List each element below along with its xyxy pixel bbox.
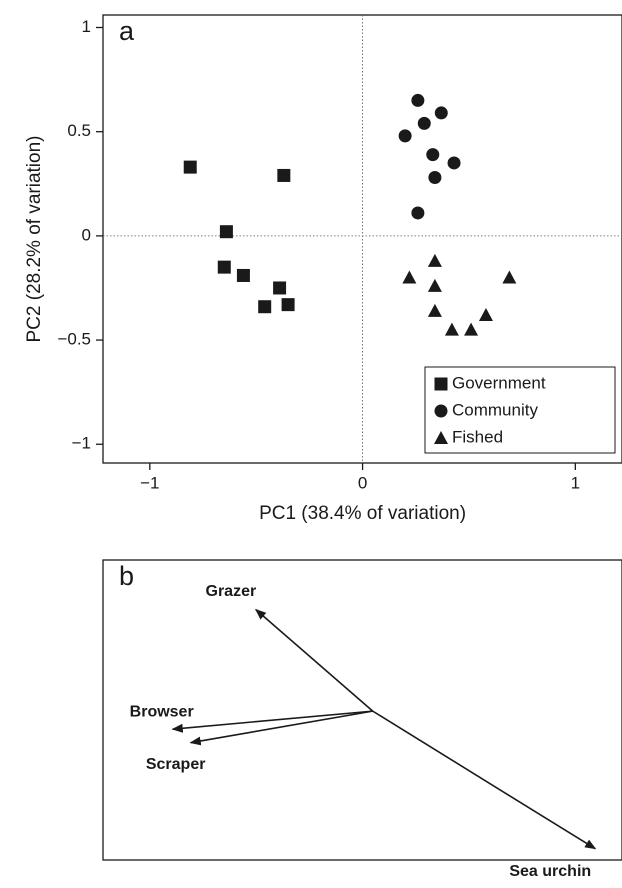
point bbox=[183, 160, 197, 174]
point bbox=[427, 278, 442, 292]
y-tick-label: 0 bbox=[82, 225, 91, 244]
legend-label: Community bbox=[452, 400, 538, 419]
point bbox=[447, 156, 461, 170]
loading-arrow bbox=[171, 710, 373, 733]
point bbox=[236, 268, 250, 282]
legend-swatch bbox=[434, 404, 448, 418]
loading-label: Sea urchin bbox=[509, 863, 591, 880]
point bbox=[434, 106, 448, 120]
point bbox=[277, 168, 291, 182]
loading-arrow bbox=[372, 710, 597, 850]
point bbox=[258, 300, 272, 314]
loading-label: Grazer bbox=[206, 583, 257, 600]
point bbox=[273, 281, 287, 295]
loading-label: Browser bbox=[130, 703, 194, 720]
point bbox=[464, 322, 479, 336]
y-tick-label: 0.5 bbox=[67, 121, 91, 140]
legend-label: Government bbox=[452, 373, 546, 392]
point bbox=[426, 148, 440, 162]
x-tick-label: 1 bbox=[571, 473, 580, 492]
point bbox=[478, 308, 493, 322]
point bbox=[281, 298, 295, 312]
y-tick-label: −0.5 bbox=[57, 330, 91, 349]
panel-label: a bbox=[119, 16, 135, 46]
legend-label: Fished bbox=[452, 427, 503, 446]
point bbox=[217, 260, 231, 274]
loading-arrow bbox=[255, 608, 374, 712]
loading-label: Scraper bbox=[146, 756, 206, 773]
plot-frame bbox=[102, 559, 622, 861]
loading-arrow bbox=[189, 710, 373, 746]
point bbox=[417, 116, 431, 130]
x-tick-label: 0 bbox=[358, 473, 367, 492]
y-tick-label: 1 bbox=[82, 17, 91, 36]
point bbox=[427, 253, 442, 267]
point bbox=[428, 171, 442, 185]
y-tick-label: −1 bbox=[72, 434, 91, 453]
y-axis-label: PC2 (28.2% of variation) bbox=[24, 136, 45, 343]
panel-label: b bbox=[119, 561, 134, 591]
point bbox=[411, 93, 425, 107]
legend-box bbox=[424, 366, 616, 454]
point bbox=[502, 270, 517, 284]
point bbox=[219, 225, 233, 239]
point bbox=[398, 129, 412, 143]
point bbox=[444, 322, 459, 336]
legend-swatch bbox=[434, 431, 448, 444]
x-tick-label: −1 bbox=[140, 473, 159, 492]
legend-swatch bbox=[434, 377, 448, 391]
x-axis-label: PC1 (38.4% of variation) bbox=[259, 503, 466, 524]
point bbox=[402, 270, 417, 284]
point bbox=[411, 206, 425, 220]
point bbox=[427, 303, 442, 317]
